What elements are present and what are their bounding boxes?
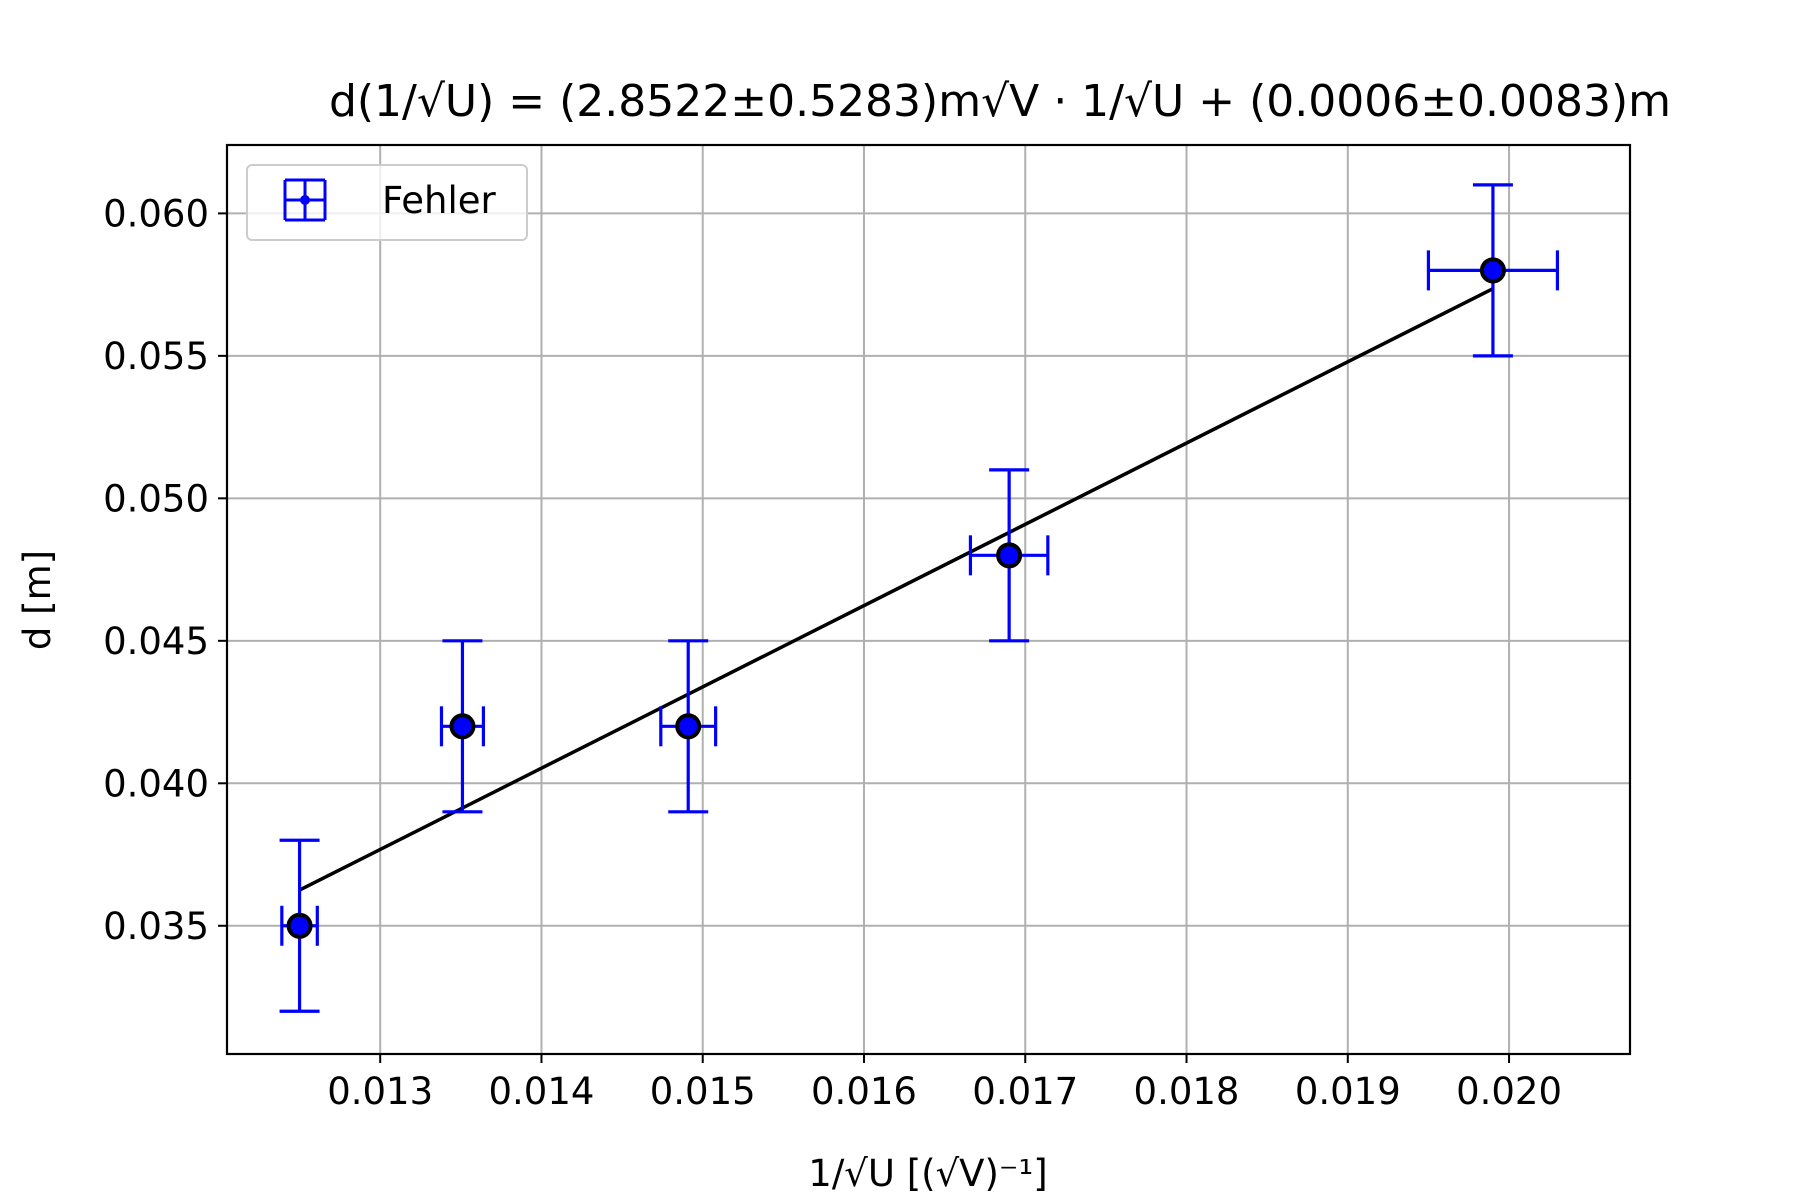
data-point bbox=[286, 912, 313, 939]
fit-line bbox=[298, 287, 1494, 892]
y-tick-label: 0.050 bbox=[103, 477, 209, 520]
errorbar-group bbox=[279, 183, 1560, 1013]
fit-line-group bbox=[298, 287, 1494, 892]
plot-frame bbox=[225, 143, 1632, 1056]
x-tick-label: 0.016 bbox=[811, 1070, 917, 1113]
data-point bbox=[1479, 257, 1506, 284]
x-tick-label: 0.018 bbox=[1134, 1070, 1240, 1113]
legend: Fehler bbox=[246, 164, 528, 241]
y-tick-label: 0.035 bbox=[103, 905, 209, 948]
data-point bbox=[675, 713, 702, 740]
legend-dot bbox=[300, 195, 310, 205]
y-tick-label: 0.060 bbox=[103, 192, 209, 235]
legend-label: Fehler bbox=[382, 179, 497, 222]
x-tick-label: 0.013 bbox=[327, 1070, 433, 1113]
data-point bbox=[449, 713, 476, 740]
x-tick-label: 0.019 bbox=[1295, 1070, 1401, 1113]
y-tick-label: 0.045 bbox=[103, 620, 209, 663]
chart-title: d(1/√U) = (2.8522±0.5283)m√V · 1/√U + (0… bbox=[329, 76, 1671, 127]
x-tick-label: 0.017 bbox=[972, 1070, 1078, 1113]
y-tick-label: 0.055 bbox=[103, 335, 209, 378]
x-tick-label: 0.020 bbox=[1456, 1070, 1562, 1113]
x-tick-label: 0.015 bbox=[650, 1070, 756, 1113]
x-axis-label: 1/√U [(√V)⁻¹] bbox=[808, 1152, 1047, 1195]
data-point-group bbox=[286, 257, 1506, 939]
y-axis-ticks: 0.035 0.040 0.045 0.050 0.055 0.060 bbox=[103, 192, 227, 948]
y-axis-label: d [m] bbox=[16, 550, 59, 650]
data-point bbox=[996, 542, 1023, 569]
grid bbox=[227, 145, 1630, 1054]
x-axis-ticks: 0.013 0.014 0.015 0.016 0.017 0.018 0.019 0.020 bbox=[327, 1054, 1562, 1113]
x-tick-label: 0.014 bbox=[488, 1070, 594, 1113]
legend-marker bbox=[283, 178, 327, 222]
y-tick-label: 0.040 bbox=[103, 762, 209, 805]
